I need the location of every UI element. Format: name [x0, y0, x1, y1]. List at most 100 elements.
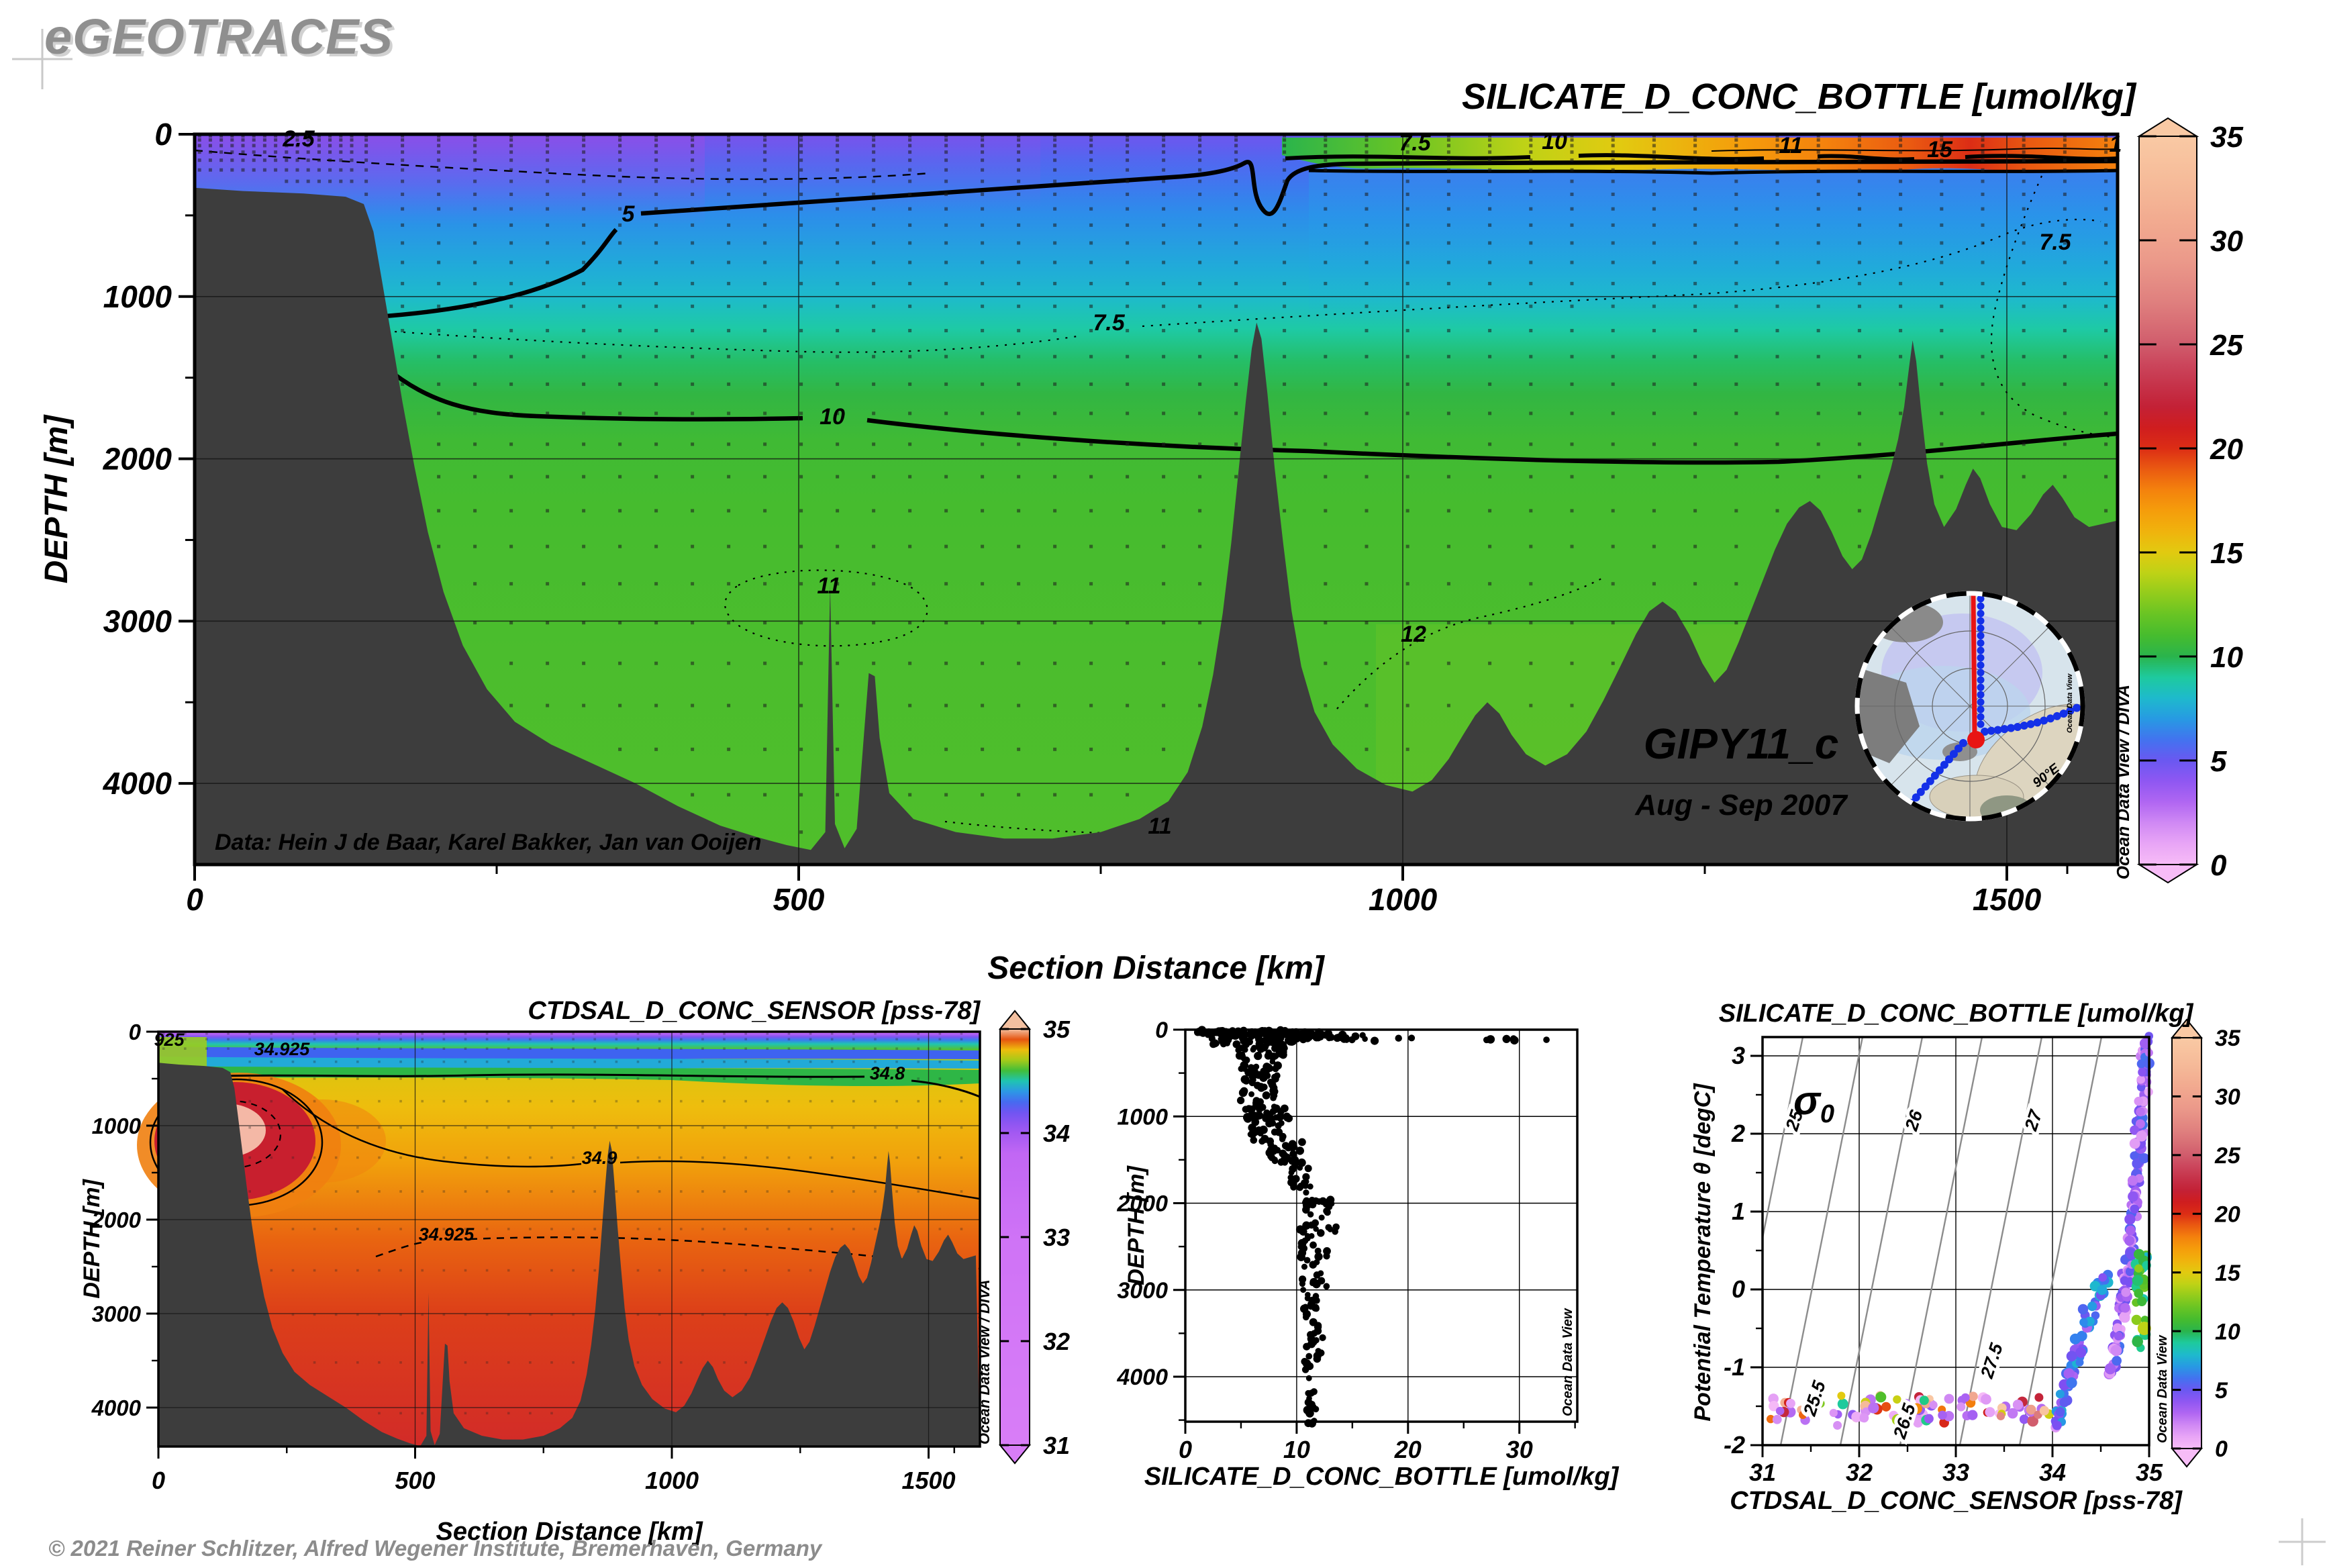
- sample-dot: [1234, 179, 1238, 183]
- sample-dot: [895, 1032, 898, 1035]
- sample-dot: [399, 1313, 402, 1316]
- sample-dot: [1053, 621, 1057, 625]
- sample-dot: [507, 1038, 510, 1040]
- sample-dot: [270, 1099, 273, 1103]
- sample-dot: [485, 1032, 489, 1035]
- sample-dot: [546, 621, 550, 625]
- sample-dot: [350, 168, 354, 172]
- sample-dot: [1857, 411, 1861, 415]
- contour-label: 7.5: [2039, 230, 2071, 255]
- sample-dot: [197, 168, 201, 172]
- data-point: [1351, 1032, 1358, 1039]
- data-point: [1913, 1418, 1923, 1428]
- sample-dot: [836, 150, 840, 154]
- sample-dot: [1816, 411, 1820, 415]
- sample-dot: [306, 158, 310, 162]
- sample-dot: [1234, 241, 1238, 245]
- sample-dot: [701, 1156, 704, 1159]
- sample-dot: [744, 1061, 747, 1063]
- sample-dot: [615, 1038, 618, 1040]
- sample-dot: [981, 544, 985, 548]
- sample-dot: [1017, 192, 1021, 196]
- sample-dot: [852, 1032, 855, 1035]
- salinity-colorbar-arrow-up: [998, 1010, 1032, 1030]
- sample-dot: [1652, 144, 1656, 148]
- sample-dot: [2063, 475, 2067, 479]
- contour-line: [1817, 154, 1915, 162]
- sample-dot: [1365, 158, 1369, 162]
- sample-dot: [1017, 207, 1021, 211]
- sample-dot: [1126, 168, 1130, 172]
- sample-dot: [908, 150, 912, 154]
- sample-dot: [1857, 475, 1861, 479]
- sample-dot: [1652, 179, 1656, 183]
- sample-dot: [529, 1156, 532, 1159]
- data-point: [1288, 1140, 1297, 1148]
- data-point: [2066, 1351, 2077, 1362]
- sample-dot: [485, 1038, 489, 1040]
- sample-dot: [1857, 544, 1861, 548]
- y-tick-label: 4000: [103, 766, 172, 801]
- sample-dot: [339, 179, 343, 183]
- sample-dot: [2104, 509, 2108, 513]
- sample-dot: [744, 1047, 747, 1050]
- sample-dot: [809, 1077, 812, 1080]
- sample-dot: [356, 1313, 359, 1316]
- map-track-dot: [2026, 720, 2035, 728]
- sample-dot: [763, 241, 767, 245]
- contour-line: [867, 418, 2118, 465]
- sample-dot: [872, 621, 876, 625]
- sample-dot: [270, 1156, 273, 1159]
- data-point: [1305, 1407, 1314, 1416]
- sample-dot: [509, 621, 513, 625]
- sample-dot: [787, 1047, 791, 1050]
- sample-dot: [1611, 179, 1615, 183]
- x-tick-label: 31: [1749, 1459, 1776, 1486]
- sample-dot: [1405, 544, 1409, 548]
- sample-dot: [1734, 158, 1738, 162]
- main-colorbar-watermark: Ocean Data View / DIVA: [2113, 685, 2133, 879]
- sample-dot: [248, 1047, 251, 1050]
- sample-dot: [2022, 354, 2026, 358]
- sample-dot: [1283, 179, 1287, 183]
- cruise-dates: Aug - Sep 2007: [1634, 789, 1848, 822]
- sample-dot: [1365, 509, 1369, 513]
- sample-dot: [1446, 582, 1450, 586]
- sample-dot: [917, 1077, 920, 1080]
- sample-dot: [2022, 304, 2026, 308]
- y-tick-label: 3000: [1117, 1278, 1168, 1304]
- sample-dot: [572, 1077, 575, 1080]
- sample-dot: [938, 1038, 942, 1040]
- sample-dot: [1693, 150, 1697, 154]
- data-point: [1281, 1142, 1290, 1150]
- ts-title: SILICATE_D_CONC_BOTTLE [umol/kg]: [1719, 999, 2194, 1028]
- sample-dot: [691, 621, 695, 625]
- sample-dot: [1611, 411, 1615, 415]
- map-track-dot: [1977, 617, 1985, 625]
- sample-dot: [1570, 411, 1574, 415]
- sample-dot: [874, 1077, 877, 1080]
- sample-dot: [2063, 260, 2067, 264]
- sample-dot: [248, 1099, 251, 1103]
- sample-dot: [485, 1228, 489, 1230]
- sample-dot: [618, 138, 622, 142]
- sample-dot: [2063, 138, 2067, 142]
- sample-dot: [399, 1032, 402, 1035]
- sigma-label: σ0: [1793, 1078, 1834, 1128]
- sample-dot: [658, 1032, 661, 1035]
- sample-dot: [895, 1061, 898, 1063]
- sample-dot: [1652, 411, 1656, 415]
- sample-dot: [654, 382, 658, 386]
- sample-dot: [162, 1038, 165, 1040]
- sample-dot: [291, 1228, 295, 1230]
- sample-dot: [836, 192, 840, 196]
- sample-dot: [1126, 241, 1130, 245]
- sample-dot: [582, 207, 586, 211]
- sample-dot: [464, 1038, 467, 1040]
- sample-dot: [529, 1269, 532, 1272]
- sample-dot: [2063, 354, 2067, 358]
- contour-line: [281, 1088, 582, 1168]
- sample-dot: [485, 1313, 489, 1316]
- data-point: [1309, 1318, 1318, 1326]
